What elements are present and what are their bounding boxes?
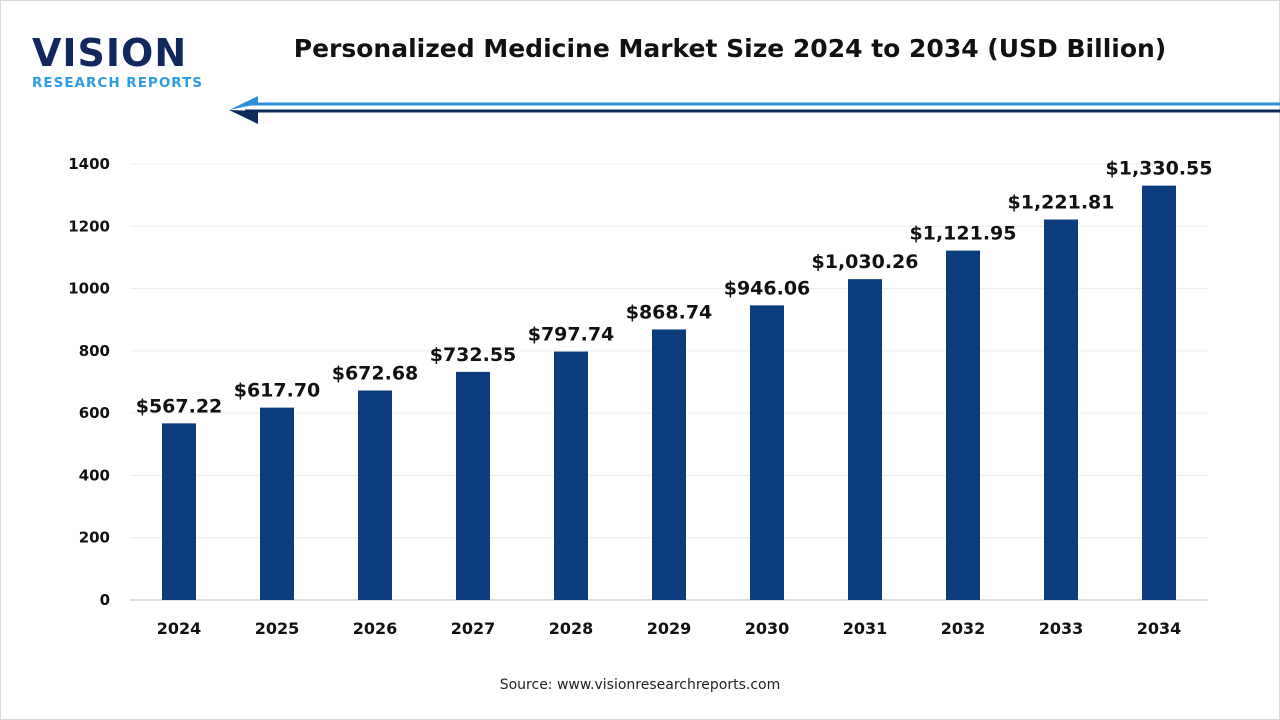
arrow-left-icon-dark bbox=[229, 110, 258, 124]
x-tick-label: 2027 bbox=[451, 619, 496, 638]
data-label-2026: $672.68 bbox=[332, 363, 419, 385]
data-label-2034: $1,330.55 bbox=[1106, 158, 1213, 180]
source-note: Source: www.visionresearchreports.com bbox=[499, 677, 781, 693]
x-tick-label: 2031 bbox=[843, 619, 888, 638]
data-label-2032: $1,121.95 bbox=[910, 223, 1017, 245]
data-label-2030: $946.06 bbox=[724, 277, 811, 299]
x-tick-label: 2029 bbox=[647, 619, 692, 638]
x-tick-label: 2025 bbox=[255, 619, 300, 638]
logo-main-text: VISION bbox=[32, 31, 188, 75]
arrow-left-icon bbox=[229, 96, 258, 110]
x-tick-label: 2030 bbox=[745, 619, 790, 638]
bar-2027 bbox=[456, 371, 490, 600]
bar-2033 bbox=[1044, 219, 1078, 600]
data-label-2028: $797.74 bbox=[528, 324, 615, 346]
y-tick-label: 1000 bbox=[68, 280, 110, 298]
bar-2034 bbox=[1142, 185, 1176, 600]
data-label-2024: $567.22 bbox=[136, 395, 223, 417]
bar-2028 bbox=[554, 351, 588, 600]
data-label-2031: $1,030.26 bbox=[812, 251, 919, 273]
x-tick-label: 2024 bbox=[157, 619, 202, 638]
bar-2030 bbox=[750, 305, 784, 600]
x-tick-label: 2026 bbox=[353, 619, 398, 638]
y-tick-label: 800 bbox=[79, 342, 110, 360]
bar-2025 bbox=[260, 407, 294, 600]
data-label-2025: $617.70 bbox=[234, 380, 321, 402]
data-label-2027: $732.55 bbox=[430, 344, 517, 366]
bar-2026 bbox=[358, 390, 392, 600]
y-tick-label: 1200 bbox=[68, 217, 110, 235]
bar-2024 bbox=[162, 423, 196, 600]
x-tick-label: 2034 bbox=[1137, 619, 1182, 638]
x-tick-label: 2028 bbox=[549, 619, 594, 638]
bar-2031 bbox=[848, 279, 882, 600]
data-label-2029: $868.74 bbox=[626, 301, 713, 323]
bar-2029 bbox=[652, 329, 686, 600]
y-tick-label: 600 bbox=[79, 404, 110, 422]
logo: VISION RESEARCH REPORTS bbox=[32, 34, 203, 91]
chart-title: Personalized Medicine Market Size 2024 t… bbox=[293, 34, 1167, 63]
y-tick-label: 200 bbox=[79, 529, 110, 547]
bar-2032 bbox=[946, 250, 980, 600]
y-tick-label: 1400 bbox=[68, 155, 110, 173]
y-tick-label: 400 bbox=[79, 466, 110, 484]
data-label-2033: $1,221.81 bbox=[1008, 191, 1115, 213]
x-tick-label: 2033 bbox=[1039, 619, 1084, 638]
logo-sub-text: RESEARCH REPORTS bbox=[32, 75, 204, 91]
x-tick-label: 2032 bbox=[941, 619, 986, 638]
y-tick-label: 0 bbox=[100, 591, 110, 609]
